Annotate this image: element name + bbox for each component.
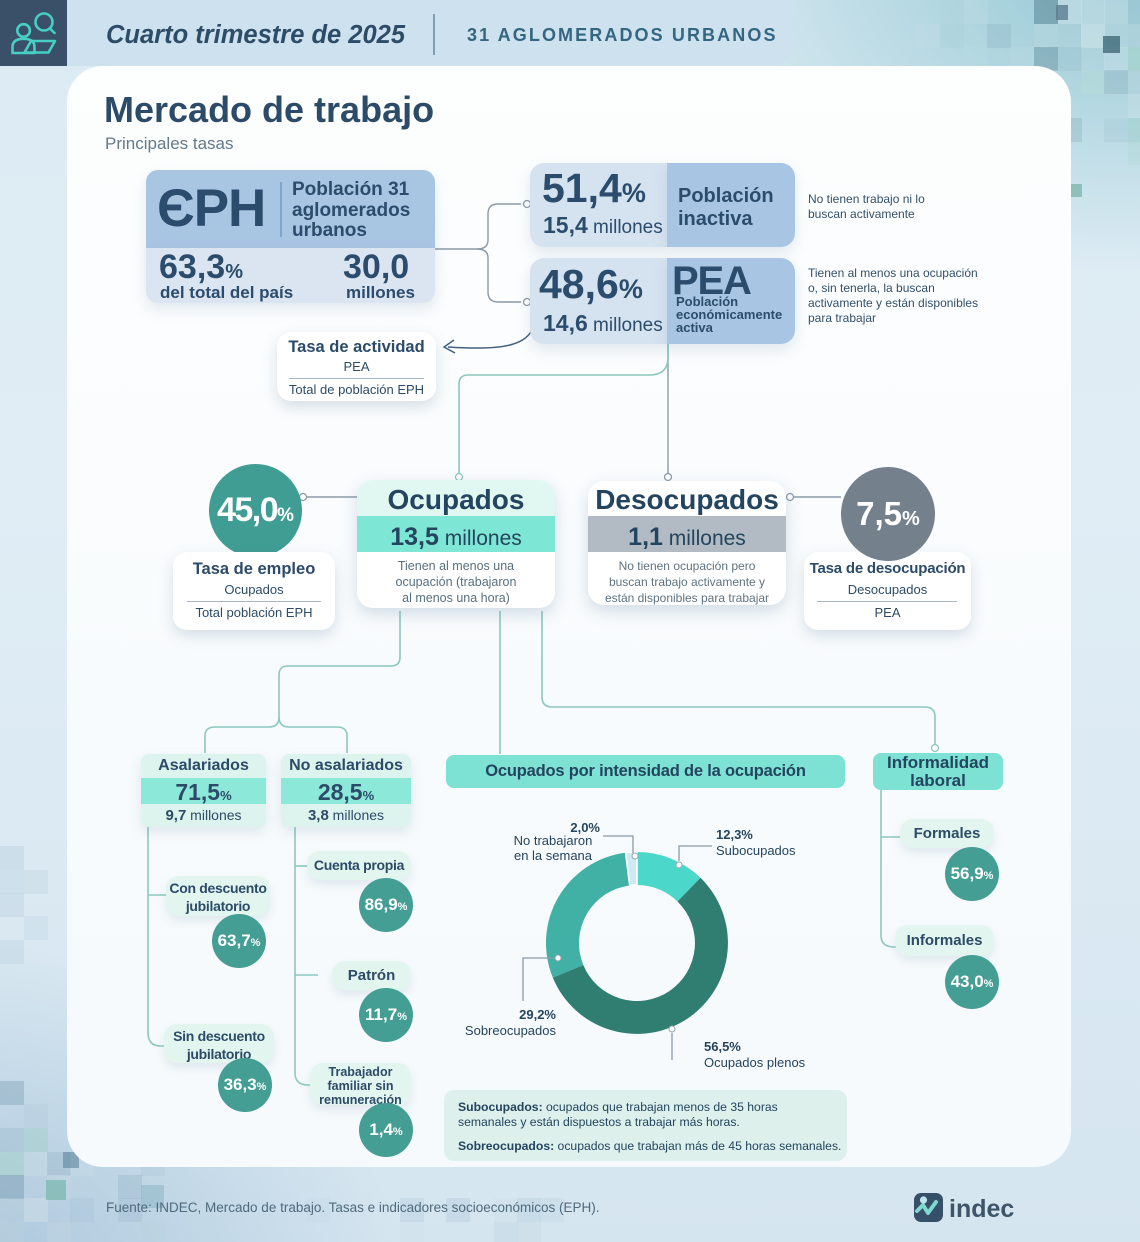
svg-text:indec: indec <box>949 1195 1014 1223</box>
